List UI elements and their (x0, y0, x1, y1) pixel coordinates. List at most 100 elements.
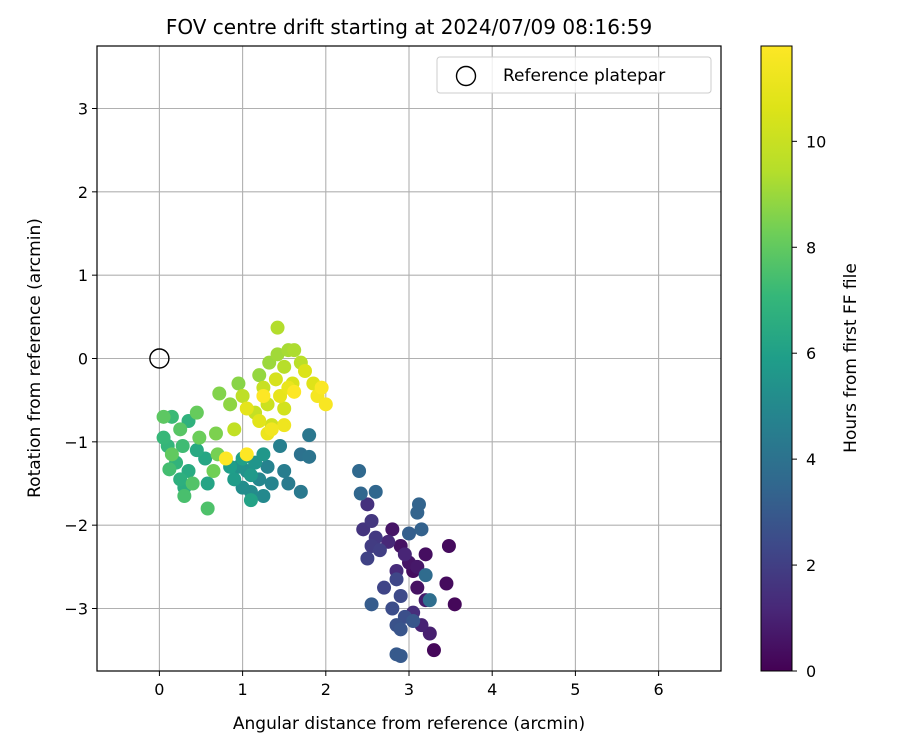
data-point (206, 464, 221, 478)
data-point (393, 622, 408, 637)
data-point (264, 422, 279, 437)
data-point (227, 472, 242, 487)
colorbar: 0 2 4 6 8 10 Hours from first FF file (760, 45, 861, 681)
data-point (239, 401, 254, 416)
data-point (364, 597, 379, 612)
chart-title: FOV centre drift starting at 2024/07/09 … (166, 15, 652, 39)
data-point (410, 580, 425, 595)
colorbar-tick-label: 10 (806, 132, 826, 151)
data-point (422, 593, 437, 608)
x-axis-ticks: 0 1 2 3 4 5 6 (154, 671, 664, 699)
colorbar-tick-label: 6 (806, 344, 816, 363)
data-point (243, 493, 258, 508)
data-point (293, 484, 308, 499)
data-point (264, 476, 279, 491)
legend-box (436, 56, 712, 94)
data-point (273, 439, 288, 453)
colorbar-tick-label: 8 (806, 238, 816, 257)
data-point (227, 422, 242, 437)
y-tick-label: −2 (64, 516, 88, 535)
data-point (189, 405, 204, 420)
data-point (393, 649, 408, 663)
data-point (364, 514, 379, 528)
data-point (212, 386, 227, 401)
data-point (260, 459, 275, 474)
data-point (418, 547, 433, 562)
data-point (277, 401, 292, 416)
data-point (298, 364, 312, 378)
data-point (385, 601, 400, 616)
data-point (239, 447, 254, 462)
colorbar-tick-label: 0 (806, 662, 816, 681)
data-point (302, 428, 317, 443)
y-axis-ticks: −3 −2 −1 0 1 2 3 (64, 100, 97, 619)
data-point (256, 447, 271, 462)
legend-label: Reference platepar (503, 66, 665, 86)
x-tick-label: 3 (404, 680, 414, 699)
reference-marker-group (149, 348, 170, 369)
data-point (277, 359, 292, 374)
data-point (164, 447, 179, 462)
data-point (156, 430, 171, 445)
y-tick-label: −3 (64, 600, 88, 619)
y-tick-label: 1 (78, 266, 88, 285)
data-point (353, 486, 368, 501)
data-point (175, 439, 190, 453)
y-tick-label: 0 (78, 350, 88, 369)
x-tick-label: 5 (570, 680, 580, 699)
data-point (277, 464, 292, 478)
data-point (156, 409, 171, 424)
data-point (231, 376, 246, 391)
data-point (385, 522, 400, 537)
x-tick-label: 4 (487, 680, 497, 699)
x-tick-label: 0 (154, 680, 164, 699)
data-point (393, 589, 408, 603)
data-point (189, 443, 204, 458)
data-point (397, 547, 412, 562)
data-point (287, 343, 302, 358)
colorbar-tick-label: 4 (806, 450, 816, 469)
data-point (426, 643, 441, 658)
y-tick-label: 3 (78, 100, 88, 119)
data-point (314, 380, 329, 395)
data-point (377, 580, 392, 595)
colorbar-label: Hours from first FF file (841, 263, 861, 453)
data-point (208, 426, 223, 441)
y-axis-label: Rotation from reference (arcmin) (25, 218, 45, 498)
data-point (418, 568, 433, 583)
data-point (389, 572, 404, 587)
colorbar-ticks: 0 2 4 6 8 10 (792, 132, 826, 681)
grid-lines (97, 46, 721, 671)
data-point (252, 368, 267, 383)
data-point (368, 484, 383, 499)
data-point (360, 551, 375, 566)
colorbar-tick-label: 2 (806, 556, 816, 575)
data-point (200, 501, 215, 516)
data-points (156, 320, 462, 663)
data-point (252, 414, 267, 428)
legend: Reference platepar (436, 56, 712, 94)
data-point (372, 543, 387, 558)
data-point (235, 389, 250, 403)
data-point (192, 430, 207, 445)
colorbar-gradient (760, 45, 793, 672)
data-point (441, 539, 456, 553)
data-point (270, 320, 285, 335)
x-tick-label: 2 (321, 680, 331, 699)
data-point (223, 397, 238, 412)
data-point (352, 464, 367, 478)
x-axis-label: Angular distance from reference (arcmin) (233, 714, 585, 734)
data-point (439, 576, 454, 591)
data-point (402, 526, 416, 541)
y-tick-label: −1 (64, 433, 88, 452)
x-tick-label: 6 (654, 680, 664, 699)
data-point (268, 372, 283, 387)
data-point (173, 422, 188, 437)
data-point (287, 384, 302, 399)
data-point (200, 476, 215, 491)
data-point (177, 489, 192, 503)
data-point (360, 497, 375, 512)
data-point (218, 451, 233, 466)
data-point (414, 522, 429, 537)
